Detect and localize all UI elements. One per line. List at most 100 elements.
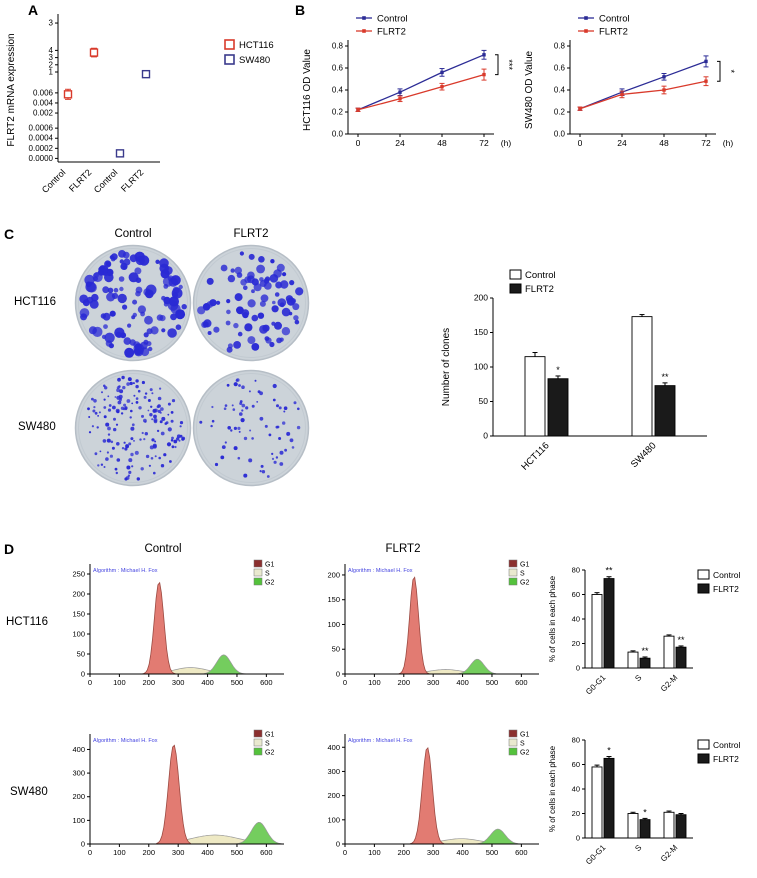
colony-dot bbox=[126, 465, 131, 470]
colony-dot bbox=[256, 401, 259, 403]
x-tick-label: 500 bbox=[486, 848, 499, 857]
colony-dot bbox=[227, 426, 231, 430]
colony-dot bbox=[136, 477, 140, 481]
g1-peak bbox=[409, 747, 446, 845]
colony-dot bbox=[154, 440, 157, 443]
bar bbox=[591, 766, 603, 839]
colony-dot bbox=[144, 432, 148, 436]
series-line bbox=[357, 73, 485, 111]
colony-plate-sw480-flrt2 bbox=[192, 369, 310, 487]
panel-c-row-hct116: HCT116 bbox=[14, 296, 56, 308]
flow-histogram-sw480-flrt2: 0 100 200 300 400 0 100 200 300 400 500 600 Algorith… bbox=[327, 729, 539, 857]
x-tick-label: 24 bbox=[617, 138, 627, 148]
y-tick-label: 100 bbox=[327, 815, 340, 824]
y-tick-label: 40 bbox=[572, 785, 580, 794]
legend-marker-point bbox=[584, 16, 588, 20]
colony-dot bbox=[109, 310, 116, 317]
colony-dot bbox=[161, 328, 166, 333]
colony-dot bbox=[203, 319, 212, 328]
y-tick-label: 100 bbox=[474, 362, 488, 372]
colony-dot bbox=[275, 425, 279, 429]
colony-plate-hct116-flrt2 bbox=[192, 244, 310, 362]
colony-dot bbox=[137, 389, 141, 393]
colony-dot bbox=[260, 464, 264, 468]
colony-dot bbox=[148, 464, 151, 467]
colony-dot bbox=[160, 464, 165, 468]
y-tick-label: 200 bbox=[72, 590, 85, 599]
x-tick-label: 200 bbox=[143, 678, 156, 687]
legend-label: FLRT2 bbox=[713, 584, 739, 594]
colony-dot bbox=[223, 407, 227, 410]
colony-dot bbox=[120, 412, 124, 415]
colony-dot bbox=[264, 336, 270, 341]
colony-dot bbox=[128, 272, 139, 283]
colony-dot bbox=[88, 416, 91, 418]
flow-legend-marker bbox=[253, 729, 263, 738]
colony-dot bbox=[98, 266, 104, 273]
colony-dot bbox=[93, 272, 99, 278]
flow-legend-marker bbox=[253, 577, 263, 586]
colony-dot bbox=[113, 287, 119, 293]
colony-dot bbox=[279, 337, 284, 342]
colony-dot bbox=[125, 476, 130, 480]
colony-dot bbox=[150, 457, 154, 460]
flow-legend-label: S bbox=[520, 741, 525, 748]
colony-dot bbox=[93, 406, 96, 409]
g1-peak bbox=[396, 576, 432, 675]
data-point bbox=[356, 108, 360, 112]
colony-dot bbox=[135, 290, 141, 297]
flow-legend-marker bbox=[508, 729, 518, 738]
colony-dot bbox=[131, 402, 134, 405]
colony-dot bbox=[272, 398, 276, 402]
y-tick-label: 0.6 bbox=[554, 64, 566, 73]
x-tick-label: 500 bbox=[231, 848, 244, 857]
colony-dot bbox=[281, 327, 291, 336]
sig-label: *** bbox=[504, 59, 514, 70]
colony-dot bbox=[117, 400, 122, 405]
bar bbox=[654, 385, 676, 437]
colony-dot bbox=[105, 457, 109, 461]
panel-c-row-sw480: SW480 bbox=[18, 421, 56, 433]
y-tick-label: 60 bbox=[572, 760, 580, 769]
panel-b-label: B bbox=[295, 2, 306, 18]
data-point bbox=[89, 48, 99, 57]
y-tick-label: 80 bbox=[572, 736, 580, 745]
colony-dot bbox=[240, 418, 245, 423]
colony-dot bbox=[283, 410, 286, 413]
g2-peak bbox=[199, 654, 248, 675]
x-tick-label: 100 bbox=[368, 848, 381, 857]
colony-dot bbox=[106, 451, 109, 454]
flow-legend-label: G1 bbox=[520, 732, 529, 739]
y-tick-label: 0.4 bbox=[554, 86, 566, 95]
flow-legend-label: G2 bbox=[265, 750, 274, 757]
colony-dot bbox=[269, 341, 275, 348]
colony-dot bbox=[176, 434, 181, 439]
y-axis-title: SW480 OD Value bbox=[524, 50, 535, 129]
panel-c-colony-plates bbox=[74, 244, 310, 487]
y-tick-label: 60 bbox=[572, 590, 580, 599]
colony-dot bbox=[230, 268, 235, 273]
x-tick-label: 300 bbox=[172, 678, 185, 687]
data-point bbox=[662, 75, 666, 79]
panel-b-hct116-line-chart: 0.0 0.2 0.4 0.6 0.8 0 24 48 72 (h) HCT116 OD Value… bbox=[302, 14, 514, 149]
bar bbox=[675, 646, 687, 669]
colony-dot bbox=[248, 390, 251, 393]
data-point bbox=[482, 53, 486, 57]
colony-dot bbox=[271, 305, 279, 313]
bar bbox=[639, 657, 651, 669]
sig-label: ** bbox=[661, 372, 669, 382]
colony-dot bbox=[91, 397, 94, 401]
colony-dot bbox=[257, 390, 261, 394]
flow-histogram-hct116-control: 0 50 100 150 200 250 0 100 200 300 400 500 600 Algori… bbox=[72, 559, 284, 687]
flow-legend-label: G2 bbox=[520, 750, 529, 757]
colony-dot bbox=[289, 438, 294, 443]
colony-dot bbox=[280, 280, 289, 289]
flow-histogram-hct116-flrt2: 0 50 100 150 200 0 100 200 300 400 500 600 Algorithm… bbox=[327, 559, 539, 687]
bar bbox=[663, 811, 675, 839]
colony-dot bbox=[161, 295, 166, 301]
y-tick-label: 100 bbox=[327, 620, 340, 629]
colony-dot bbox=[211, 419, 215, 423]
colony-dot bbox=[153, 408, 158, 413]
y-tick-label: 200 bbox=[327, 791, 340, 800]
colony-dot bbox=[238, 430, 241, 433]
